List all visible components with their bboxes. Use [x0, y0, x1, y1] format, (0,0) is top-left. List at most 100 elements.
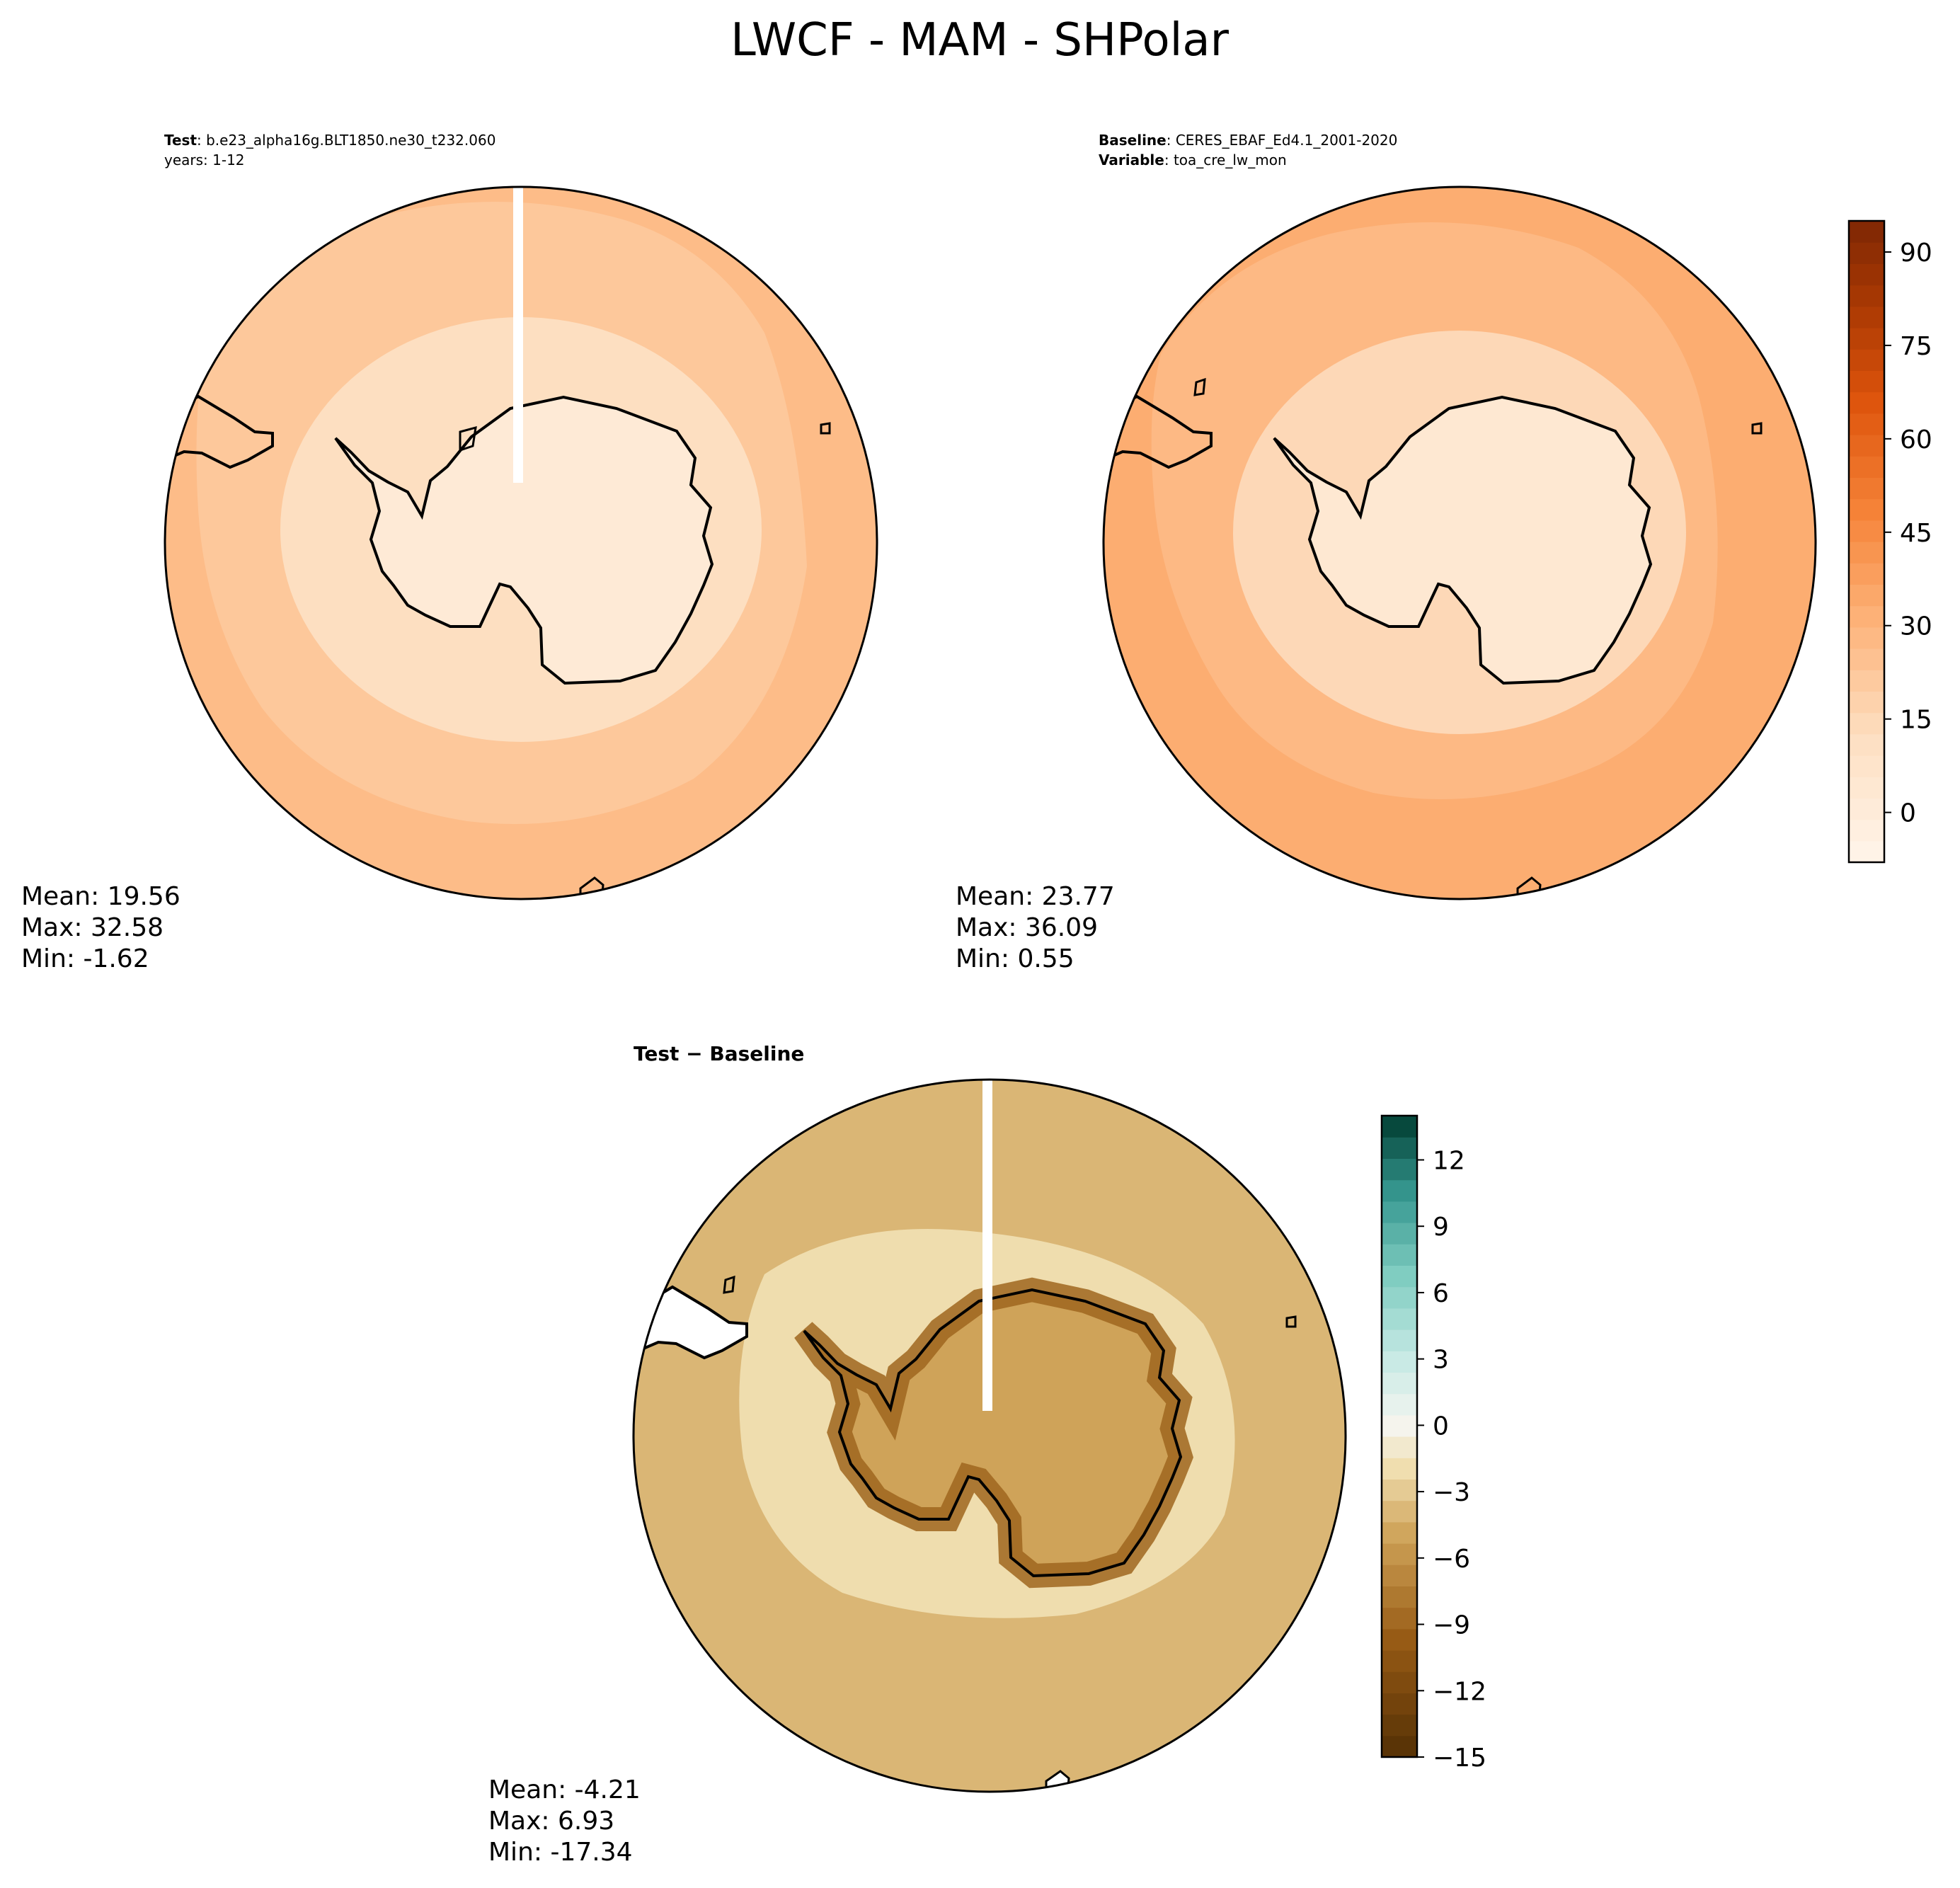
difference-min: Min: -17.34	[488, 1838, 633, 1867]
colorbar-tick-label: −3	[1433, 1478, 1470, 1507]
difference-coast-samerica	[635, 1285, 748, 1360]
test-label-case: : b.e23_alpha16g.BLT1850.ne30_t232.060	[197, 132, 495, 149]
baseline-coast-island-1	[1193, 377, 1206, 396]
test-map	[165, 187, 877, 899]
test-data-seam	[513, 187, 523, 483]
colorbar-swatch	[1382, 1179, 1417, 1202]
difference-data-seam	[982, 1080, 992, 1411]
colorbar-tick-label: 45	[1900, 519, 1932, 548]
svg-text:Variable: toa_cre_lw_mon: Variable: toa_cre_lw_mon	[1099, 151, 1287, 168]
colorbar-swatch	[1382, 1607, 1417, 1630]
colorbar-tick-label: 12	[1433, 1146, 1465, 1175]
colorbar-swatch	[1849, 520, 1884, 542]
colorbar-swatch	[1849, 391, 1884, 414]
colorbar-swatch	[1849, 498, 1884, 521]
difference-coast-island-1	[723, 1275, 735, 1294]
colorbar-swatch	[1382, 1714, 1417, 1737]
difference-colorbar-frame	[1380, 1114, 1419, 1758]
colorbar-swatch	[1382, 1223, 1417, 1245]
difference-max: Max: 6.93	[488, 1807, 614, 1836]
colorbar-tick-label: 0	[1900, 799, 1916, 828]
colorbar-tick-label: 9	[1433, 1213, 1449, 1242]
colorbar-swatch	[1382, 1351, 1417, 1373]
test-coast-island-2	[820, 422, 831, 435]
colorbar-swatch	[1849, 691, 1884, 714]
test-max: Max: 32.58	[21, 913, 164, 942]
colorbar-swatch	[1382, 1543, 1417, 1565]
colorbar-tick-label: 75	[1900, 332, 1932, 361]
colorbar-tick-label: −15	[1433, 1744, 1486, 1773]
svg-text:Baseline: CERES_EBAF_Ed4.1_200: Baseline: CERES_EBAF_Ed4.1_2001-2020	[1099, 132, 1397, 149]
colorbar-swatch	[1382, 1372, 1417, 1395]
colorbar-swatch	[1849, 605, 1884, 628]
difference-colorbar: 12 9 6 3 0 −3 −6 −9 −12 −15	[1380, 1114, 1486, 1773]
difference-coast-island-2	[1285, 1315, 1297, 1328]
colorbar-swatch	[1382, 1628, 1417, 1651]
colorbar-swatch	[1382, 1650, 1417, 1672]
difference-label: Test − Baseline	[634, 1042, 804, 1065]
colorbar-swatch	[1849, 670, 1884, 692]
test-panel: Test: b.e23_alpha16g.BLT1850.ne30_t232.0…	[21, 132, 878, 973]
test-label-bold: Test	[164, 132, 197, 149]
colorbar-swatch	[1382, 1671, 1417, 1693]
colorbar-swatch	[1849, 712, 1884, 735]
colorbar-swatch	[1382, 1201, 1417, 1223]
colorbar-swatch	[1849, 306, 1884, 328]
baseline-coast-island-2	[1751, 422, 1763, 435]
colorbar-swatch	[1849, 221, 1884, 243]
colorbar-swatch	[1849, 755, 1884, 777]
colorbar-swatch	[1849, 370, 1884, 393]
colorbar-swatch	[1382, 1500, 1417, 1523]
colorbar-swatch	[1382, 1158, 1417, 1181]
colorbar-swatch	[1382, 1329, 1417, 1351]
colorbar-swatch	[1382, 1116, 1417, 1138]
baseline-min: Min: 0.55	[956, 944, 1074, 973]
colorbar-swatch	[1382, 1521, 1417, 1544]
colorbar-swatch	[1849, 456, 1884, 478]
colorbar-swatch	[1382, 1308, 1417, 1330]
colorbar-swatch	[1849, 349, 1884, 371]
baseline-map	[1104, 187, 1816, 899]
baseline-panel: Baseline: CERES_EBAF_Ed4.1_2001-2020 Var…	[956, 132, 1932, 973]
difference-panel: Test − Baseline 12 9 6 3 0 −3 −6 −9 −12 −15 Mean:…	[488, 1042, 1486, 1867]
colorbar-swatch	[1849, 328, 1884, 350]
test-map-border	[164, 185, 878, 900]
colorbar-tick-label: −6	[1433, 1545, 1470, 1574]
colorbar-swatch	[1382, 1458, 1417, 1480]
colorbar-swatch	[1382, 1586, 1417, 1608]
variable-label-bold: Variable	[1099, 151, 1164, 168]
colorbar-swatch	[1849, 477, 1884, 500]
test-min: Min: -1.62	[21, 944, 149, 973]
colorbar-tick-label: 15	[1900, 706, 1932, 735]
colorbar-swatch	[1849, 627, 1884, 649]
colorbar-tick-label: −12	[1433, 1677, 1486, 1706]
baseline-max: Max: 36.09	[956, 913, 1098, 942]
svg-text:Test: b.e23_alpha16g.BLT1850.n: Test: b.e23_alpha16g.BLT1850.ne30_t232.0…	[164, 132, 495, 149]
baseline-label-dataset: : CERES_EBAF_Ed4.1_2001-2020	[1167, 132, 1398, 149]
variable-label-name: : toa_cre_lw_mon	[1164, 151, 1287, 168]
colorbar-swatch	[1849, 563, 1884, 585]
test-label-years: years: 1-12	[164, 151, 245, 168]
colorbar-swatch	[1382, 1137, 1417, 1159]
difference-mean: Mean: -4.21	[488, 1775, 641, 1804]
colorbar-swatch	[1382, 1393, 1417, 1416]
colorbar-swatch	[1382, 1564, 1417, 1586]
test-mean: Mean: 19.56	[21, 882, 180, 911]
colorbar-tick-label: 90	[1900, 239, 1932, 268]
colorbar-tick-label: 6	[1433, 1279, 1449, 1308]
colorbar-swatch	[1382, 1265, 1417, 1288]
colorbar-swatch	[1849, 242, 1884, 264]
baseline-coast-samerica	[1104, 394, 1213, 469]
test-coast-island-1	[459, 425, 477, 452]
colorbar-swatch	[1849, 819, 1884, 842]
colorbar-tick-label: −9	[1433, 1611, 1470, 1640]
difference-colorbar-ticks: 12 9 6 3 0 −3 −6 −9 −12 −15	[1417, 1146, 1486, 1773]
baseline-mean: Mean: 23.77	[956, 882, 1115, 911]
colorbar-tick-label: 60	[1900, 425, 1932, 454]
difference-map-border	[632, 1078, 1347, 1793]
colorbar-tick-label: 3	[1433, 1346, 1449, 1375]
baseline-colorbar: 0 15 30 45 60 75 90	[1847, 219, 1932, 864]
difference-colorbar-swatches	[1382, 1116, 1417, 1758]
colorbar-swatch	[1849, 840, 1884, 863]
colorbar-tick-label: 30	[1900, 612, 1932, 641]
